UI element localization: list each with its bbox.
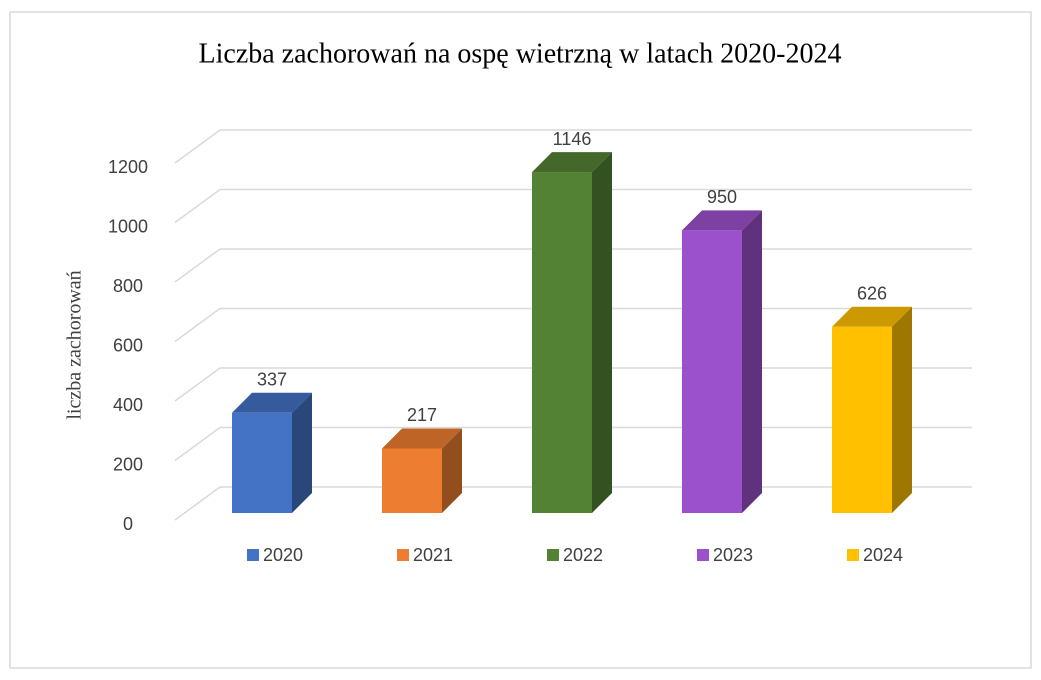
bar-top [832,306,912,327]
legend-swatch [547,549,559,561]
bar-side [892,306,912,513]
grid-line-floor [174,426,221,462]
bar [382,448,442,513]
y-tick-label: 600 [113,335,143,355]
bar-side [442,428,462,513]
grid-line-floor [174,188,221,224]
legend-label: 2024 [863,545,903,565]
y-tick-label: 800 [113,276,143,296]
y-tick-label: 200 [113,454,143,474]
chart-title: Liczba zachorowań na ospę wietrzną w lat… [199,38,842,69]
legend-swatch [847,549,859,561]
legend-label: 2022 [563,545,603,565]
y-tick-label: 1200 [108,157,148,177]
grid-line-floor [174,486,221,521]
bar-side [742,210,762,513]
bar-top [682,210,762,231]
legend-swatch [247,549,259,561]
data-label: 217 [407,405,437,425]
bar-top [382,428,462,449]
y-tick-label: 0 [123,514,133,534]
y-axis-label: liczba zachorowań [64,270,86,419]
data-label: 950 [707,187,737,207]
bar-top [532,152,612,173]
data-label: 1146 [553,129,592,149]
bar [532,172,592,513]
grid-line-floor [174,248,221,283]
grid-line-floor [174,129,221,164]
bar [232,412,292,513]
legend-swatch [397,549,409,561]
bar-side [592,152,612,513]
data-label: 337 [257,369,287,389]
legend-label: 2021 [413,545,453,565]
data-label: 626 [857,284,887,304]
legend-label: 2020 [263,545,303,565]
bar [682,230,742,513]
grid-line-floor [174,367,221,402]
bar-side [292,392,312,513]
grid-line-floor [174,307,221,343]
y-tick-label: 1000 [108,216,148,236]
legend-swatch [697,549,709,561]
y-tick-label: 400 [113,395,143,415]
legend-label: 2023 [713,545,753,565]
bar-top [232,392,312,413]
bar [832,326,892,513]
